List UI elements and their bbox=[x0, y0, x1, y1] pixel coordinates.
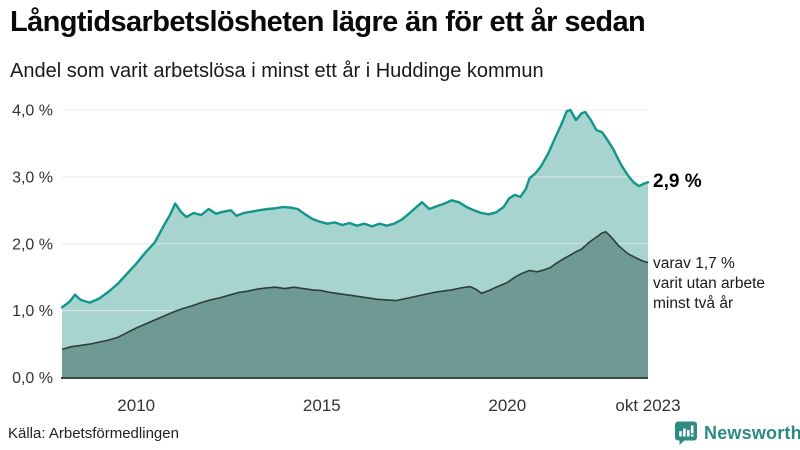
x-tick-label: okt 2023 bbox=[615, 396, 680, 415]
newsworthy-wordmark: Newsworthy bbox=[704, 422, 800, 443]
total-line bbox=[60, 108, 650, 309]
chart-title: Långtidsarbetslösheten lägre än för ett … bbox=[10, 6, 646, 38]
two-year-area bbox=[62, 231, 648, 378]
x-tick-label: 2020 bbox=[488, 396, 526, 415]
x-tick-label: 2015 bbox=[303, 396, 341, 415]
y-tick-label: 0,0 % bbox=[12, 370, 53, 387]
two-year-line bbox=[61, 230, 649, 351]
y-tick-label: 4,0 % bbox=[12, 103, 53, 120]
y-tick-label: 2,0 % bbox=[12, 236, 53, 253]
y-tick-label: 1,0 % bbox=[12, 303, 53, 320]
annotation-line-3: minst två år bbox=[653, 295, 734, 312]
end-value-label: 2,9 % bbox=[653, 171, 702, 192]
annotation-line-1: varav 1,7 % bbox=[653, 255, 735, 272]
secondary-series-annotation: varav 1,7 % varit utan arbete minst två … bbox=[653, 254, 765, 314]
chart-subtitle: Andel som varit arbetslösa i minst ett å… bbox=[10, 60, 544, 82]
newsworthy-logo[interactable]: Newsworthy bbox=[674, 420, 800, 446]
x-tick-label: 2010 bbox=[117, 396, 155, 415]
newsworthy-bubble-chart-icon bbox=[675, 421, 697, 445]
annotation-line-2: varit utan arbete bbox=[653, 275, 766, 292]
y-tick-label: 3,0 % bbox=[12, 169, 53, 186]
source-credit: Källa: Arbetsförmedlingen bbox=[8, 425, 179, 442]
